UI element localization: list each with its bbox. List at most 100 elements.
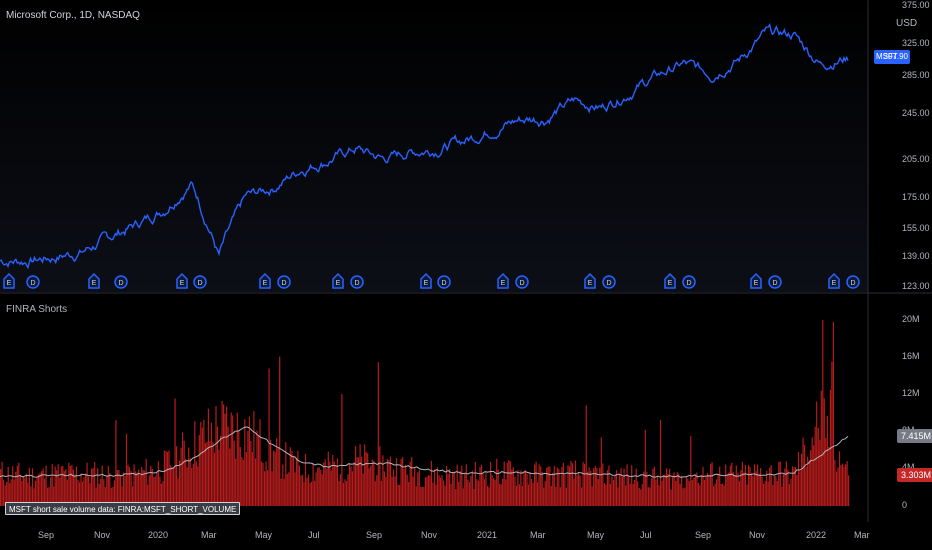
short-volume-bar (344, 479, 346, 506)
short-volume-bar (817, 428, 819, 506)
earnings-marker[interactable]: E (88, 272, 100, 289)
short-volume-bar (30, 486, 32, 506)
short-volume-bar (772, 484, 774, 506)
earnings-marker[interactable]: E (584, 272, 596, 289)
earnings-marker[interactable]: E (3, 272, 15, 289)
symbol-title[interactable]: Microsoft Corp., 1D, NASDAQ (6, 10, 140, 21)
dividend-marker[interactable]: D (277, 275, 291, 289)
indicator-title[interactable]: FINRA Shorts (6, 304, 68, 315)
short-volume-bar (706, 473, 709, 506)
short-volume-bar (314, 480, 316, 506)
short-volume-bar (608, 465, 610, 506)
earnings-marker[interactable]: E (664, 272, 676, 289)
short-volume-bar (496, 458, 498, 506)
short-volume-bar (471, 470, 473, 506)
indicator-tick-label: 4M (902, 462, 915, 472)
short-volume-bar (538, 464, 540, 506)
short-volume-bar (31, 468, 34, 506)
short-volume-bar (427, 475, 429, 506)
short-volume-bar (687, 478, 689, 506)
earnings-marker[interactable]: E (750, 272, 762, 289)
price-line (0, 22, 849, 270)
short-volume-bar (25, 473, 27, 506)
short-volume-bar (403, 469, 405, 506)
short-volume-bar (796, 475, 798, 506)
short-volume-bar (430, 460, 432, 506)
short-volume-bar (376, 475, 378, 506)
short-volume-bar (659, 419, 662, 506)
dividend-marker[interactable]: D (350, 275, 364, 289)
short-volume-bar (749, 466, 751, 506)
short-volume-bar (731, 462, 733, 506)
short-volume-bar (282, 464, 284, 506)
short-volume-bar (848, 475, 850, 506)
short-volume-bar (670, 489, 672, 506)
svg-text:E: E (336, 280, 341, 287)
dividend-marker[interactable]: D (193, 275, 207, 289)
short-volume-bar (355, 445, 357, 506)
short-volume-bar (682, 488, 684, 506)
moving-average-line (0, 426, 849, 478)
svg-text:D: D (281, 280, 286, 287)
short-volume-bar (88, 476, 90, 506)
earnings-marker[interactable]: E (259, 272, 271, 289)
short-volume-bar (125, 433, 128, 506)
short-volume-bar (694, 474, 696, 506)
short-volume-bar (15, 471, 17, 506)
earnings-marker[interactable]: E (828, 272, 840, 289)
short-volume-bar (456, 464, 458, 506)
short-volume-bar (470, 475, 472, 506)
last-price-symbol: MSFT (876, 52, 898, 61)
short-volume-bar (446, 465, 448, 506)
dividend-marker[interactable]: D (682, 275, 696, 289)
short-volume-bar (239, 447, 241, 506)
short-volume-bar (722, 483, 724, 506)
dividend-marker[interactable]: D (602, 275, 616, 289)
short-volume-bar (514, 476, 516, 506)
short-volume-bar (65, 469, 67, 506)
earnings-marker[interactable]: E (420, 272, 432, 289)
short-volume-bar (247, 430, 249, 506)
dividend-marker[interactable]: D (768, 275, 782, 289)
short-volume-bar (629, 484, 631, 506)
short-volume-bar (646, 471, 648, 506)
short-volume-bar (781, 486, 783, 506)
short-volume-bar (582, 461, 584, 506)
short-volume-bar (574, 460, 577, 506)
short-volume-bar (822, 320, 824, 506)
svg-text:D: D (441, 280, 446, 287)
short-volume-bar (59, 477, 61, 506)
dividend-marker[interactable]: D (437, 275, 451, 289)
time-tick-label: May (255, 530, 273, 540)
short-volume-bar (808, 460, 810, 506)
svg-text:D: D (519, 280, 524, 287)
short-volume-bar (716, 479, 718, 506)
short-volume-bar (700, 474, 703, 506)
short-volume-bar (324, 459, 326, 506)
short-volume-bar (480, 464, 483, 506)
dividend-marker[interactable]: D (114, 275, 128, 289)
short-volume-bar (71, 464, 73, 506)
earnings-marker[interactable]: E (176, 272, 188, 289)
short-volume-bar (409, 461, 411, 506)
short-volume-bar (609, 483, 611, 506)
short-volume-bar (766, 470, 768, 506)
short-volume-bar (7, 466, 9, 506)
volume-value-badge: 3.303M (897, 468, 932, 482)
short-volume-bar (358, 457, 360, 506)
short-volume-bar (811, 437, 813, 506)
short-volume-bar (588, 467, 590, 506)
short-volume-bar (389, 456, 392, 506)
short-volume-bar (443, 480, 445, 506)
earnings-marker[interactable]: E (332, 272, 344, 289)
dividend-marker[interactable]: D (515, 275, 529, 289)
dividend-marker[interactable]: D (26, 275, 40, 289)
earnings-marker[interactable]: E (497, 272, 509, 289)
short-volume-bar (426, 476, 428, 506)
short-volume-bar (150, 465, 152, 506)
short-volume-bar (714, 483, 716, 506)
short-volume-bar (567, 465, 569, 506)
short-volume-bar (740, 469, 742, 506)
dividend-marker[interactable]: D (846, 275, 860, 289)
